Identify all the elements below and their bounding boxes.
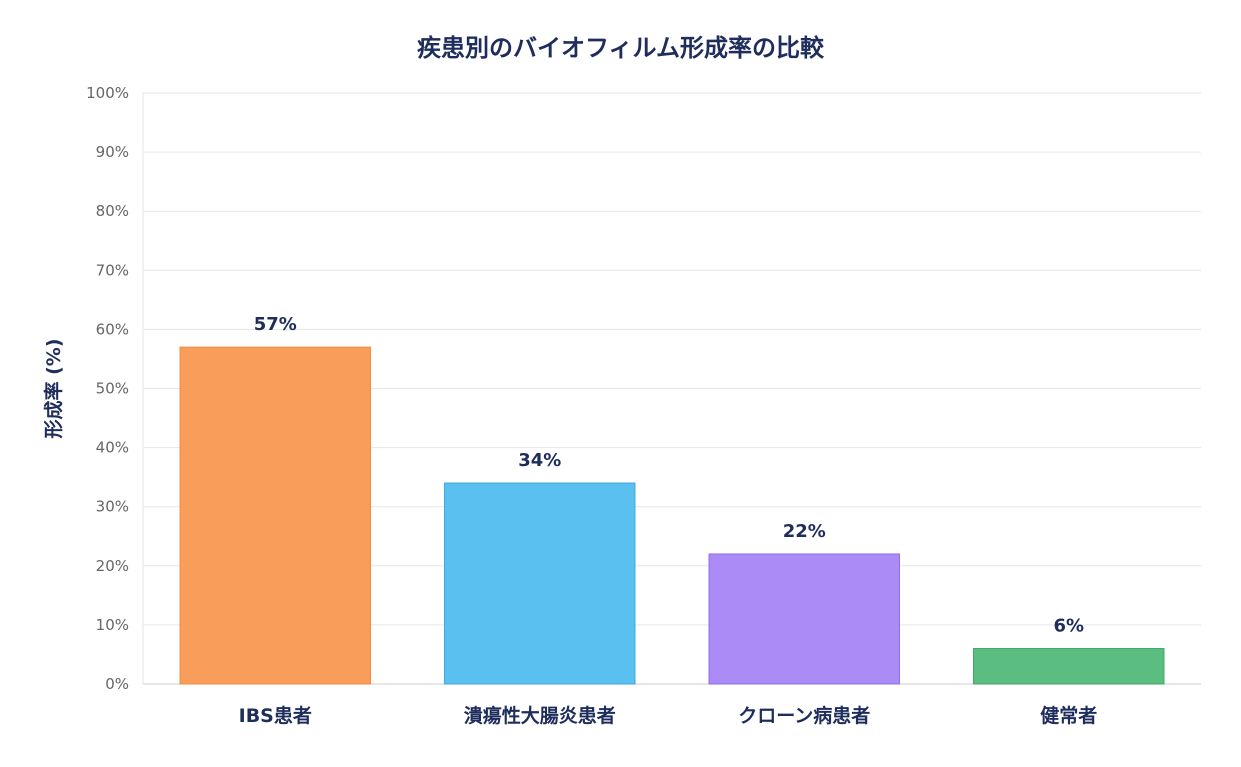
data-label: 22% [783,521,826,542]
bar [179,346,371,685]
y-tick-label: 50% [96,380,129,398]
bars [179,346,1165,685]
y-tick-label: 80% [96,202,129,220]
data-label: 6% [1053,616,1084,637]
category-label: クローン病患者 [738,704,870,727]
y-tick-label: 10% [96,616,129,634]
category-label: 潰瘍性大腸炎患者 [464,704,616,727]
y-tick-label: 100% [86,84,129,102]
data-label: 34% [518,450,561,471]
bar [708,553,900,685]
category-label: IBS患者 [239,704,312,727]
y-tick-label: 40% [96,439,129,457]
bar [973,648,1165,685]
y-tick-label: 90% [96,143,129,161]
category-label: 健常者 [1040,704,1097,727]
data-label: 57% [254,314,297,335]
y-tick-label: 30% [96,498,129,516]
y-tick-label: 0% [105,675,129,693]
bar [444,482,636,685]
chart-title: 疾患別のバイオフィルム形成率の比較 [416,34,825,62]
y-axis-label: 形成率 (%) [42,338,65,438]
labels: 0% 10% 20% 30% 40% 50% 60% 70% 80% 90% 100% 57% IBS患… [86,84,1097,727]
y-tick-label: 70% [96,261,129,279]
y-tick-label: 20% [96,557,129,575]
y-tick-label: 60% [96,320,129,338]
